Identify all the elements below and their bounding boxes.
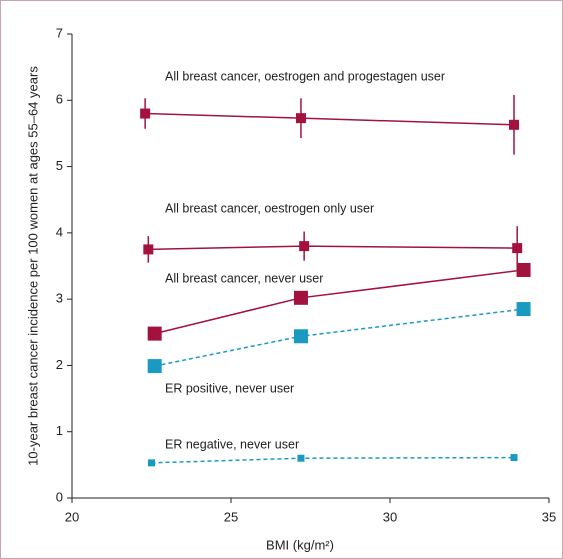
- marker: [140, 108, 151, 119]
- y-tick-label: 5: [56, 158, 63, 173]
- x-tick-label: 25: [224, 509, 238, 524]
- y-tick-label: 2: [56, 357, 63, 372]
- marker: [509, 119, 520, 130]
- series-label: All breast cancer, oestrogen and progest…: [165, 69, 445, 83]
- series-line: [151, 456, 515, 464]
- marker: [293, 329, 308, 344]
- marker: [295, 113, 306, 124]
- marker: [297, 454, 305, 462]
- y-tick-label: 4: [56, 224, 63, 239]
- marker: [299, 241, 310, 252]
- x-tick-label: 30: [383, 509, 397, 524]
- y-tick-label: 7: [56, 25, 63, 40]
- y-axis-label: 10-year breast cancer incidence per 100 …: [25, 66, 40, 466]
- series-line: [154, 308, 524, 367]
- y-tick-label: 1: [56, 423, 63, 438]
- x-tick-label: 20: [65, 509, 79, 524]
- marker: [148, 459, 155, 467]
- y-tick-label: 6: [56, 92, 63, 107]
- marker: [143, 244, 154, 255]
- series-label: ER positive, never user: [165, 381, 294, 395]
- y-tick-label: 0: [56, 489, 63, 504]
- marker: [147, 359, 162, 374]
- series-label: ER negative, never user: [165, 437, 299, 451]
- x-tick-label: 35: [542, 509, 556, 524]
- series-label: All breast cancer, never user: [165, 271, 323, 285]
- marker: [516, 262, 531, 277]
- marker: [510, 454, 518, 462]
- marker: [293, 290, 308, 305]
- marker: [512, 243, 523, 254]
- series-line: [145, 112, 515, 126]
- marker: [147, 326, 162, 341]
- series-label: All breast cancer, oestrogen only user: [165, 201, 374, 215]
- marker: [516, 302, 531, 317]
- series-line: [148, 245, 518, 251]
- x-axis-label: BMI (kg/m²): [266, 537, 334, 552]
- y-tick-label: 3: [56, 291, 63, 306]
